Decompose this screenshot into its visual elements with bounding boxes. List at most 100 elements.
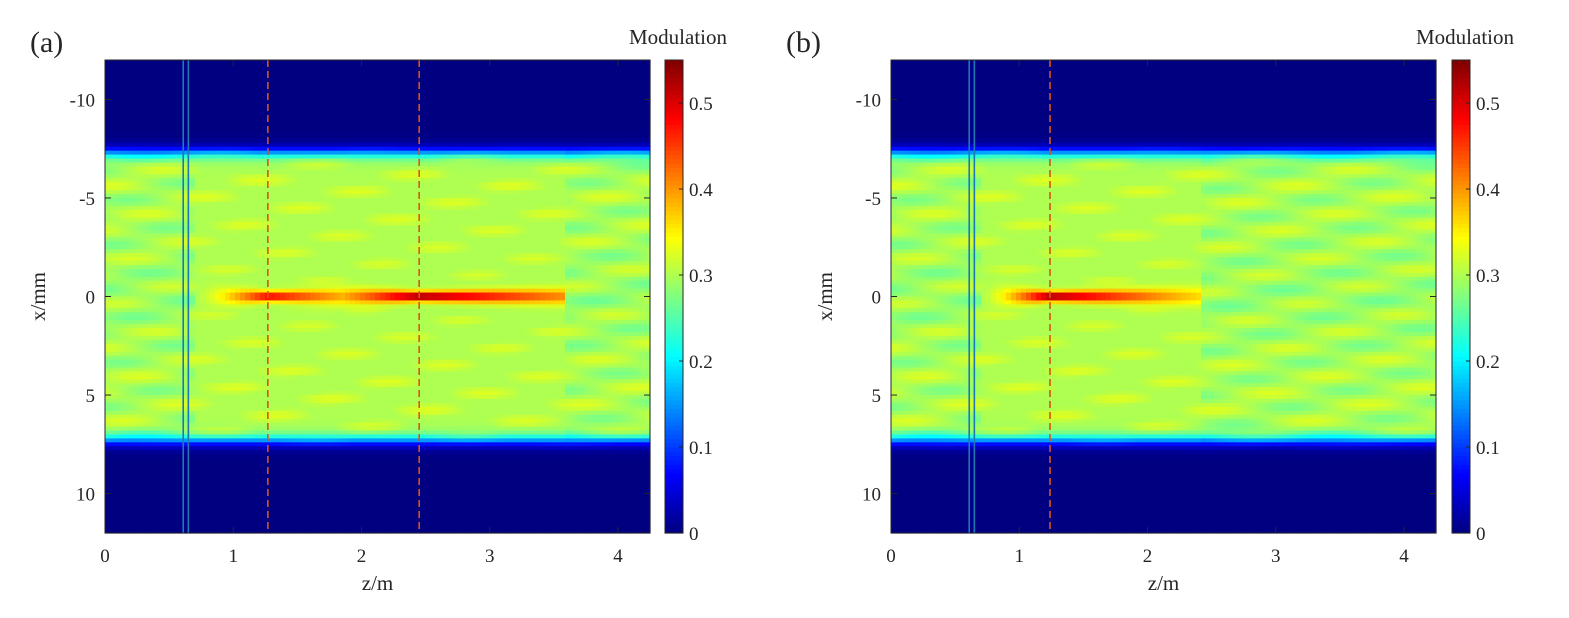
heatmap-cell (220, 348, 226, 353)
heatmap-cell (255, 438, 261, 443)
heatmap-cell (205, 198, 211, 203)
heatmap-cell (110, 273, 116, 278)
heatmap-cell (110, 190, 116, 195)
heatmap-cell (245, 348, 251, 353)
heatmap-cell (225, 182, 231, 187)
heatmap-cell (285, 202, 291, 207)
heatmap-cell (255, 147, 261, 152)
heatmap-cell (285, 269, 291, 274)
heatmap-cell (280, 300, 286, 305)
heatmap-cell (270, 379, 276, 384)
heatmap-cell (130, 162, 136, 167)
heatmap-cell (220, 403, 226, 408)
heatmap-cell (115, 222, 121, 227)
heatmap-cell (285, 182, 291, 187)
heatmap-cell (245, 155, 251, 160)
heatmap-cell (170, 297, 176, 302)
heatmap-cell (125, 391, 131, 396)
heatmap-cell (170, 474, 176, 479)
heatmap-cell (300, 300, 306, 305)
heatmap-cell (220, 328, 226, 333)
heatmap-cell (160, 501, 166, 506)
heatmap-cell (175, 344, 181, 349)
heatmap-cell (225, 336, 231, 341)
heatmap-cell (250, 111, 256, 116)
heatmap-cell (230, 470, 236, 475)
heatmap-cell (230, 423, 236, 428)
heatmap-cell (215, 399, 221, 404)
heatmap-cell (165, 498, 171, 503)
heatmap-cell (135, 450, 141, 455)
heatmap-cell (210, 344, 216, 349)
heatmap-cell (210, 434, 216, 439)
heatmap-cell (125, 60, 131, 65)
heatmap-cell (230, 92, 236, 97)
heatmap-cell (120, 237, 126, 242)
heatmap-cell (275, 64, 281, 69)
heatmap-cell (130, 320, 136, 325)
heatmap-cell (205, 513, 211, 518)
heatmap-cell (205, 174, 211, 179)
heatmap-cell (155, 360, 161, 365)
heatmap-cell (250, 462, 256, 467)
heatmap-cell (245, 135, 251, 140)
heatmap-cell (155, 139, 161, 144)
heatmap-cell (155, 127, 161, 132)
heatmap-cell (270, 446, 276, 451)
heatmap-cell (295, 190, 301, 195)
heatmap-cell (295, 285, 301, 290)
heatmap-cell (120, 277, 126, 282)
heatmap-cell (215, 88, 221, 93)
heatmap-cell (215, 190, 221, 195)
heatmap-cell (260, 371, 266, 376)
heatmap-cell (130, 135, 136, 140)
heatmap-cell (160, 143, 166, 148)
heatmap-cell (260, 446, 266, 451)
heatmap-cell (130, 257, 136, 262)
heatmap-cell (235, 99, 241, 104)
heatmap-cell (215, 241, 221, 246)
heatmap-cell (125, 399, 131, 404)
heatmap-cell (305, 123, 311, 128)
heatmap-cell (295, 253, 301, 258)
heatmap-cell (145, 348, 151, 353)
heatmap-cell (220, 371, 226, 376)
heatmap-cell (130, 249, 136, 254)
heatmap-cell (220, 474, 226, 479)
heatmap-cell (160, 162, 166, 167)
heatmap-cell (140, 411, 146, 416)
heatmap-cell (310, 249, 316, 254)
heatmap-cell (165, 68, 171, 73)
heatmap-cell (135, 348, 141, 353)
heatmap-cell (150, 348, 156, 353)
heatmap-cell (105, 147, 111, 152)
heatmap-cell (150, 431, 156, 436)
heatmap-cell (115, 391, 121, 396)
heatmap-cell (205, 316, 211, 321)
heatmap-cell (285, 525, 291, 530)
heatmap-cell (295, 375, 301, 380)
heatmap-cell (300, 261, 306, 266)
heatmap-cell (210, 336, 216, 341)
heatmap-cell (255, 119, 261, 124)
heatmap-cell (300, 111, 306, 116)
heatmap-cell (115, 241, 121, 246)
heatmap-cell (285, 486, 291, 491)
heatmap-cell (250, 478, 256, 483)
heatmap-cell (275, 438, 281, 443)
heatmap-cell (200, 446, 206, 451)
heatmap-cell (145, 166, 151, 171)
heatmap-cell (215, 214, 221, 219)
heatmap-cell (105, 431, 111, 436)
heatmap-cell (285, 509, 291, 514)
heatmap-cell (275, 127, 281, 132)
heatmap-cell (290, 332, 296, 337)
heatmap-cell (245, 222, 251, 227)
heatmap-cell (145, 367, 151, 372)
heatmap-cell (190, 431, 196, 436)
heatmap-cell (195, 474, 201, 479)
heatmap-cell (205, 438, 211, 443)
heatmap-cell (305, 226, 311, 231)
heatmap-cell (210, 403, 216, 408)
heatmap-cell (125, 269, 131, 274)
